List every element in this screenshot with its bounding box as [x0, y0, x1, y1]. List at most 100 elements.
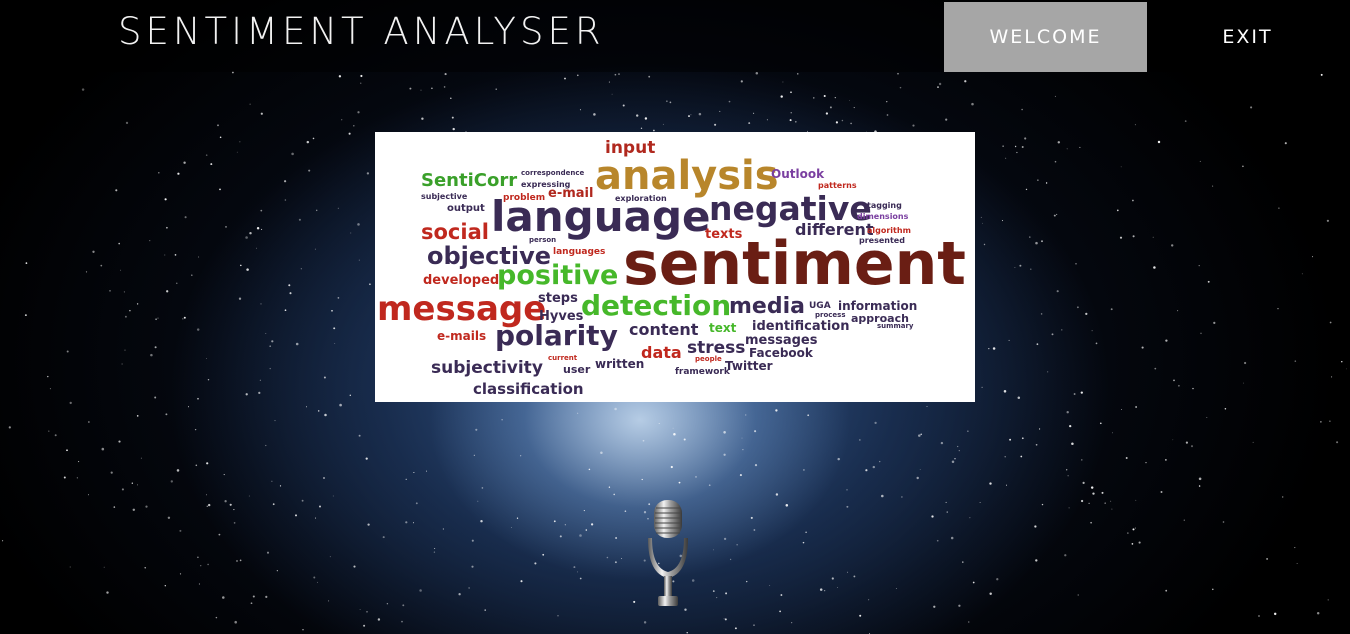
star [897, 72, 899, 75]
star [1051, 333, 1054, 336]
star [166, 290, 169, 293]
star [113, 506, 116, 508]
star [1131, 543, 1134, 545]
star [183, 161, 186, 164]
star [1243, 382, 1244, 384]
nav-exit-button[interactable]: EXIT [1222, 26, 1273, 48]
star [1079, 146, 1081, 148]
cloud-word: messages [745, 333, 818, 348]
star [164, 198, 167, 201]
star [8, 426, 11, 429]
cloud-word: Hyves [539, 309, 584, 324]
star [1090, 486, 1094, 489]
star [1320, 421, 1322, 423]
star [564, 77, 566, 80]
star [54, 434, 57, 437]
star [1198, 264, 1200, 267]
star [115, 189, 118, 192]
star [124, 349, 126, 351]
star [317, 581, 318, 583]
star [274, 420, 276, 422]
star [366, 172, 370, 175]
star [1258, 615, 1260, 617]
cloud-word: negative [709, 189, 872, 228]
star [606, 556, 609, 559]
star [301, 499, 304, 502]
star [600, 451, 603, 455]
star [48, 430, 50, 432]
star [1154, 367, 1157, 370]
star [1138, 541, 1141, 544]
star [611, 93, 613, 95]
star [176, 282, 178, 284]
star [716, 597, 718, 599]
star [958, 450, 960, 452]
star [164, 254, 166, 256]
star [972, 581, 975, 584]
star [106, 591, 109, 594]
star [1056, 290, 1059, 293]
star [125, 121, 129, 125]
star [1005, 157, 1007, 159]
star [920, 433, 923, 436]
star [729, 558, 732, 561]
star [229, 503, 232, 506]
star [1199, 160, 1201, 162]
star [916, 476, 919, 480]
nav-welcome-button[interactable]: WELCOME [944, 2, 1147, 72]
star [1021, 146, 1024, 148]
star [1222, 521, 1225, 523]
microphone-button[interactable] [640, 496, 696, 612]
star [510, 526, 512, 528]
star [312, 137, 315, 140]
cloud-word: correspondence [521, 169, 585, 177]
star [473, 454, 475, 456]
star [207, 563, 209, 566]
cloud-word: analysis [595, 153, 779, 199]
star [1178, 384, 1180, 387]
star [120, 269, 122, 271]
star [118, 242, 120, 245]
star [279, 485, 282, 487]
star [88, 421, 90, 423]
star [1326, 219, 1330, 222]
star [444, 73, 447, 76]
star [319, 505, 321, 508]
cloud-word: sentiment [623, 229, 966, 299]
star [1284, 142, 1287, 145]
star [329, 556, 331, 558]
star [1045, 182, 1048, 184]
star [350, 232, 352, 234]
star [314, 517, 317, 519]
star [841, 119, 844, 122]
star [1008, 339, 1010, 341]
star [315, 209, 318, 212]
star [669, 101, 672, 104]
star [1003, 390, 1007, 393]
star [577, 412, 579, 414]
star [471, 539, 474, 542]
star [662, 123, 664, 125]
cloud-word: written [595, 357, 645, 371]
cloud-word: input [605, 138, 656, 158]
star [305, 406, 308, 408]
star [1077, 594, 1079, 596]
cloud-word: people [695, 355, 722, 363]
star [1198, 477, 1202, 481]
star [1034, 525, 1037, 528]
star [636, 114, 639, 117]
star [1017, 396, 1021, 400]
star [140, 457, 142, 459]
star [271, 480, 273, 482]
star [585, 529, 588, 531]
star [76, 477, 78, 479]
star [1212, 185, 1214, 187]
star [1165, 459, 1167, 461]
star [225, 226, 227, 228]
star [1066, 148, 1068, 150]
star [613, 493, 616, 496]
star [154, 396, 157, 399]
star [643, 511, 647, 514]
star [579, 109, 581, 111]
star [452, 127, 455, 131]
